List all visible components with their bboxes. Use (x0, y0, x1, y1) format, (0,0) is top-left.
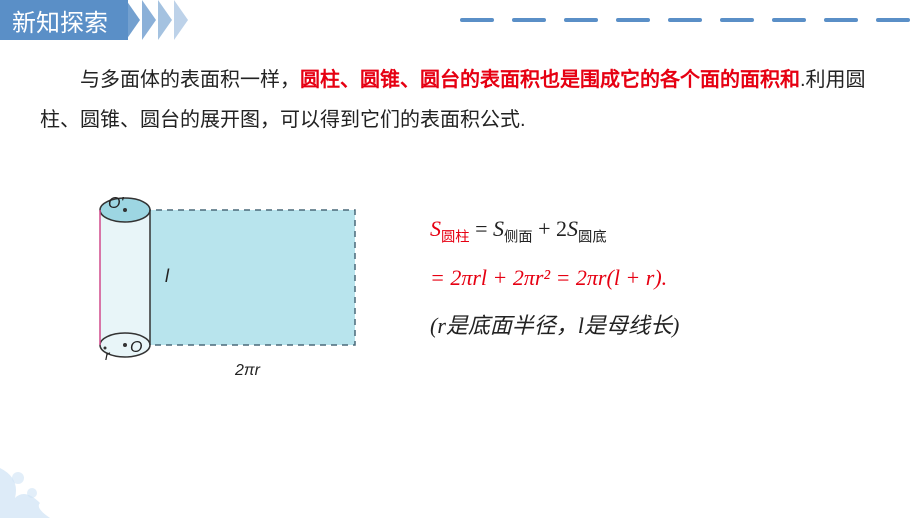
sub-cylinder: 圆柱 (441, 229, 470, 245)
header-title-text: 新知探索 (12, 3, 108, 38)
chevron-icon (174, 0, 188, 40)
sym-S2: S (493, 216, 504, 241)
dash-icon (772, 18, 806, 22)
plus: + 2 (533, 216, 567, 241)
header-dashes (190, 18, 920, 22)
cylinder-unfold-svg: O' O r l 2πr (50, 180, 390, 390)
sub-base: 圆底 (578, 229, 607, 245)
label-2pir: 2πr (234, 362, 261, 379)
label-o: O (130, 339, 142, 356)
para-highlight: 圆柱、圆锥、圆台的表面积也是围成它的各个面的面积和 (300, 69, 800, 91)
sub-side: 侧面 (504, 229, 533, 245)
sym-S3: S (567, 216, 578, 241)
dash-icon (616, 18, 650, 22)
main-content: 与多面体的表面积一样，圆柱、圆锥、圆台的表面积也是围成它的各个面的面积和.利用圆… (0, 40, 920, 415)
dash-icon (824, 18, 858, 22)
header-decoration (126, 0, 920, 40)
diagram-formula-row: O' O r l 2πr S圆柱 = S侧面 + 2S圆底 = 2πrl + 2… (40, 180, 880, 395)
chevron-icon (126, 0, 140, 40)
intro-paragraph: 与多面体的表面积一样，圆柱、圆锥、圆台的表面积也是围成它的各个面的面积和.利用圆… (40, 60, 880, 140)
label-o-prime: O' (108, 195, 124, 212)
dash-icon (668, 18, 702, 22)
cylinder-diagram: O' O r l 2πr (50, 180, 390, 395)
para-prefix: 与多面体的表面积一样， (80, 69, 300, 91)
sym-S: S (430, 216, 441, 241)
dash-icon (720, 18, 754, 22)
formula-line-2: = 2πrl + 2πr² = 2πr(l + r). (430, 254, 679, 302)
chevron-icon (142, 0, 156, 40)
corner-decoration (0, 448, 90, 518)
dash-icon (512, 18, 546, 22)
dash-icon (460, 18, 494, 22)
formula-line-1: S圆柱 = S侧面 + 2S圆底 (430, 205, 679, 254)
chevron-icon (158, 0, 172, 40)
eq1: = (470, 216, 493, 241)
header-title: 新知探索 (0, 0, 128, 40)
formula-line-3: (r是底面半径，l是母线长) (430, 302, 679, 350)
dash-icon (876, 18, 910, 22)
dash-icon (564, 18, 598, 22)
formula-block: S圆柱 = S侧面 + 2S圆底 = 2πrl + 2πr² = 2πr(l +… (430, 180, 679, 351)
page-header: 新知探索 (0, 0, 920, 40)
